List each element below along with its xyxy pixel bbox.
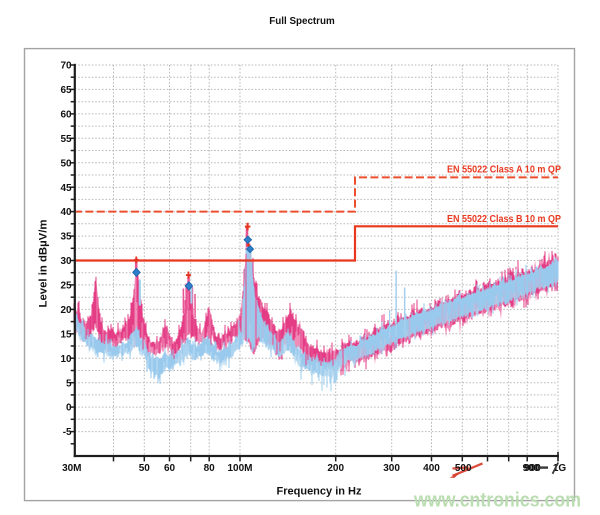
svg-text:35: 35: [60, 232, 72, 243]
svg-text:500: 500: [455, 463, 472, 474]
svg-text:65: 65: [60, 85, 72, 96]
svg-text:40: 40: [60, 207, 72, 218]
svg-text:200: 200: [327, 463, 344, 474]
svg-text:-5: -5: [63, 427, 72, 438]
svg-text:55: 55: [60, 134, 72, 145]
svg-text:60: 60: [60, 110, 72, 121]
svg-text:70: 70: [60, 61, 72, 72]
svg-text:1G: 1G: [553, 463, 567, 474]
svg-text:Full Spectrum: Full Spectrum: [269, 15, 335, 27]
svg-text:50: 50: [60, 158, 72, 169]
svg-text:EN 55022 Class A 10 m QP: EN 55022 Class A 10 m QP: [447, 164, 561, 175]
svg-text:EN 55022 Class B 10 m QP: EN 55022 Class B 10 m QP: [447, 214, 561, 225]
svg-text:Frequency in Hz: Frequency in Hz: [277, 485, 362, 497]
svg-text:80: 80: [204, 463, 216, 474]
svg-text:5: 5: [66, 378, 72, 389]
svg-text:10: 10: [60, 354, 72, 365]
svg-text:45: 45: [60, 183, 72, 194]
svg-text:300: 300: [383, 463, 400, 474]
svg-text:15: 15: [60, 329, 72, 340]
svg-text:400: 400: [423, 463, 440, 474]
svg-text:20: 20: [60, 305, 72, 316]
svg-text:www.cntronics.com: www.cntronics.com: [413, 489, 581, 511]
svg-text:0: 0: [66, 403, 72, 414]
svg-text:Level in dBµV/m: Level in dBµV/m: [38, 219, 50, 307]
svg-text:30M: 30M: [62, 463, 81, 474]
svg-text:25: 25: [60, 281, 72, 292]
svg-text:50: 50: [139, 463, 151, 474]
svg-text:30: 30: [60, 256, 72, 267]
svg-text:60: 60: [164, 463, 176, 474]
svg-text:900: 900: [523, 463, 540, 474]
svg-text:900: 900: [524, 463, 541, 474]
svg-text:100M: 100M: [227, 463, 252, 474]
